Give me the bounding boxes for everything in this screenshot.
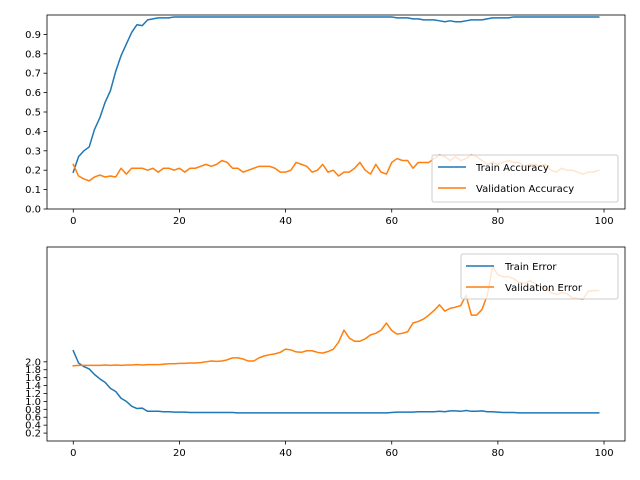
accuracy-x-tick-label: 0 [70,216,76,227]
error-x-tick-label: 40 [279,448,292,459]
accuracy-y-tick-label: 0.9 [25,30,41,41]
error-y-tick-label: 1.8 [25,365,41,376]
error-x-tick-label: 0 [70,448,76,459]
error-legend-box [460,253,619,300]
error-y-tick-label: 2.0 [25,357,41,368]
error-x-tick-label: 60 [385,448,398,459]
error-axes-frame [46,246,626,442]
series-line-train-accuracy [72,16,600,174]
accuracy-x-tick-label: 100 [594,216,613,227]
legend-label-train-accuracy: Train Accuracy [475,163,549,174]
accuracy-y-tick-label: 0.7 [25,69,41,80]
series-line-train-error [72,349,600,414]
accuracy-legend: Train Accuracy Validation Accuracy [431,154,619,203]
accuracy-legend-box [431,154,619,203]
error-y-tick-label: 1.2 [25,389,41,400]
error-y-tick-label: 0.2 [25,429,41,440]
accuracy-x-tick-label: 20 [173,216,186,227]
accuracy-y-ticks: 0.0 0.1 0.2 0.3 0.4 0.5 0.6 0.7 0.8 0.9 [25,30,47,216]
error-y-tick-label: 0.6 [25,413,41,424]
error-y-tick-label: 1.6 [25,373,41,384]
error-legend: Train Error Validation Error [460,253,619,300]
error-x-tick-label: 20 [173,448,186,459]
accuracy-x-tick-label: 40 [279,216,292,227]
accuracy-y-tick-label: 0.0 [25,205,41,216]
accuracy-y-tick-label: 0.2 [25,166,41,177]
accuracy-x-tick-label: 80 [492,216,505,227]
error-x-ticks: 0 20 40 60 80 100 [70,441,614,459]
legend-label-train-error: Train Error [504,262,557,273]
accuracy-subplot: 0 20 40 60 80 100 0.0 0.1 0.2 0.3 0.4 0.5 0.6 0.7 0.8… [25,14,626,227]
accuracy-y-tick-label: 0.8 [25,49,41,60]
error-x-tick-label: 100 [594,448,613,459]
error-y-tick-label: 0.8 [25,405,41,416]
accuracy-y-tick-label: 0.1 [25,185,41,196]
error-y-tick-label: 1.0 [25,397,41,408]
accuracy-y-tick-label: 0.6 [25,88,41,99]
accuracy-y-tick-label: 0.5 [25,108,41,119]
error-y-tick-label: 0.4 [25,421,41,432]
accuracy-x-tick-label: 60 [385,216,398,227]
legend-label-validation-accuracy: Validation Accuracy [476,184,574,195]
error-y-tick-label: 1.4 [25,381,41,392]
accuracy-y-tick-label: 0.3 [25,146,41,157]
error-subplot: 0 20 40 60 80 100 0.20.40.60.81.01.21.41.61.8… [25,246,626,459]
accuracy-y-tick-label: 0.4 [25,127,41,138]
error-x-tick-label: 80 [492,448,505,459]
legend-label-validation-error: Validation Error [505,283,583,294]
error-y-ticks: 0.20.40.60.81.01.21.41.61.82.0 [25,357,47,440]
accuracy-x-ticks: 0 20 40 60 80 100 [70,209,614,227]
